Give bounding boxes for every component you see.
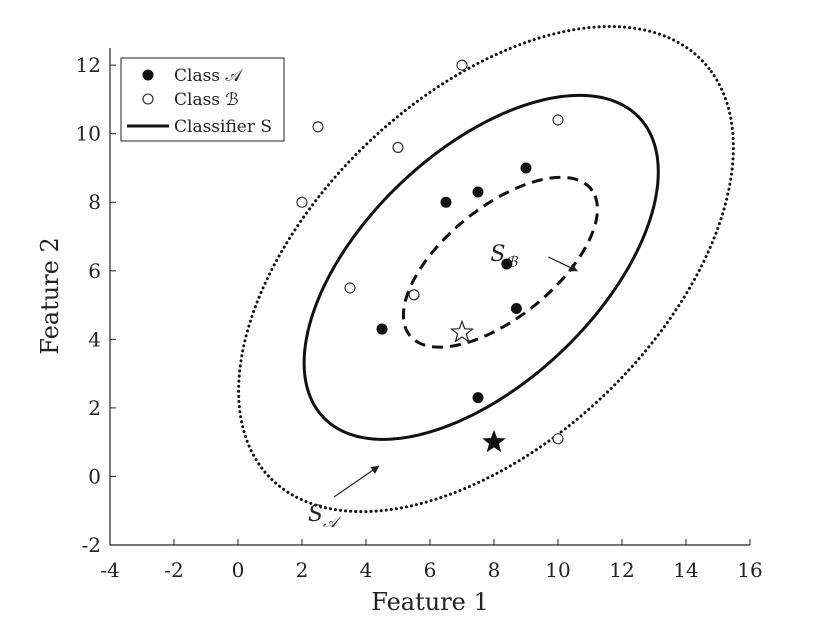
class-a-point <box>440 196 452 208</box>
y-tick-label: 6 <box>88 259 101 283</box>
annotation-arrow <box>333 465 380 498</box>
class-b-point <box>552 433 564 445</box>
legend: Class 𝒜 Class ℬ Classifier S <box>120 57 285 142</box>
legend-label-class-a: Class 𝒜 <box>174 66 243 86</box>
class-b-point <box>392 141 404 153</box>
y-tick-label: -2 <box>82 533 101 557</box>
annotation-label: Sℬ <box>490 242 518 271</box>
class-b-point <box>408 289 420 301</box>
class-b-point <box>344 282 356 294</box>
class-a-point <box>472 186 484 198</box>
legend-label-classifier: Classifier S <box>174 117 272 137</box>
x-tick-label: 0 <box>232 558 245 582</box>
class-b-point <box>312 121 324 133</box>
class-a-point <box>501 258 513 270</box>
data-points <box>296 59 564 445</box>
x-tick-label: -2 <box>164 558 183 582</box>
annotation-arrow <box>548 256 578 272</box>
class-a-point <box>472 392 484 404</box>
class-a-point <box>520 162 532 174</box>
x-tick-label: 2 <box>296 558 309 582</box>
y-axis-label: Feature 2 <box>36 237 64 355</box>
legend-label-class-b: Class ℬ <box>174 90 239 110</box>
legend-marker-class-b <box>142 93 154 105</box>
x-tick-label: 14 <box>673 558 698 582</box>
class-a-point <box>376 323 388 335</box>
star-marker-open <box>450 319 474 343</box>
class-b-point <box>296 196 308 208</box>
x-axis-label: Feature 1 <box>371 588 489 616</box>
x-tick-label: 4 <box>360 558 373 582</box>
x-tick-label: 10 <box>545 558 570 582</box>
star-marker-filled <box>482 429 506 453</box>
y-tick-label: 12 <box>76 53 101 77</box>
x-tick-label: 8 <box>488 558 501 582</box>
legend-marker-class-a <box>142 69 154 81</box>
x-tick-label: 6 <box>424 558 437 582</box>
class-a-point <box>510 302 522 314</box>
boundary-dotted-1 <box>237 25 735 514</box>
y-tick-label: 0 <box>88 464 101 488</box>
star-markers <box>450 319 506 453</box>
x-tick-label: 16 <box>737 558 762 582</box>
x-tick-label: -4 <box>100 558 119 582</box>
y-tick-label: 10 <box>76 122 101 146</box>
y-tick-label: 2 <box>88 396 101 420</box>
class-b-point <box>552 114 564 126</box>
class-b-point <box>456 59 468 71</box>
boundary-solid-0 <box>302 93 660 441</box>
x-tick-label: 12 <box>609 558 634 582</box>
y-tick-label: 4 <box>88 327 101 351</box>
y-tick-label: 8 <box>88 190 101 214</box>
